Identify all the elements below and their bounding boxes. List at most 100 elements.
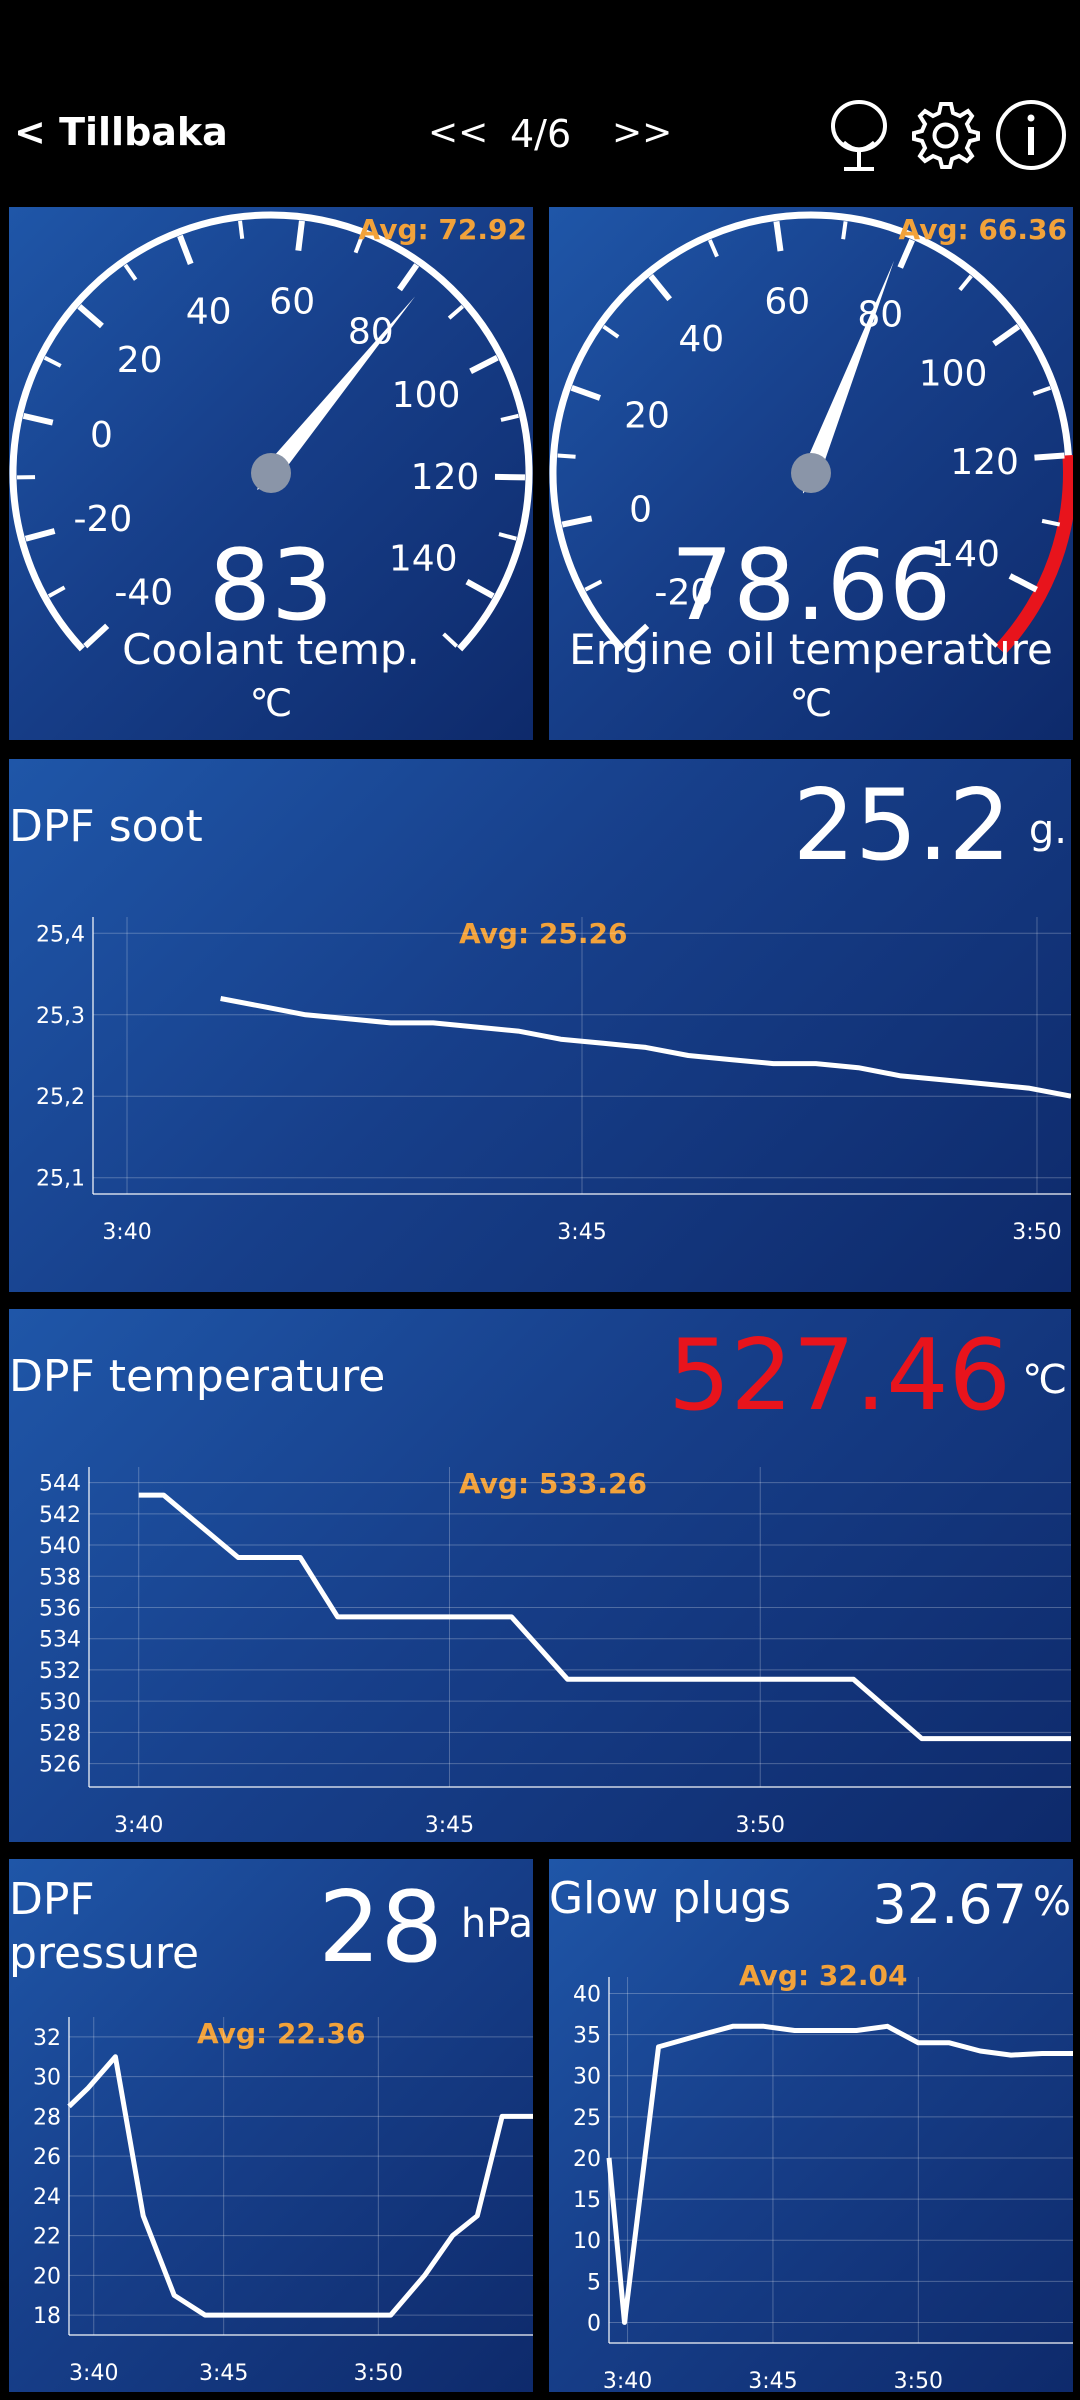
y-tick-label: 538 <box>39 1565 81 1590</box>
y-tick-label: 532 <box>39 1659 81 1684</box>
gauge-tick <box>992 324 1021 347</box>
gauge-tick <box>1032 385 1051 396</box>
gauge-tick-label: 20 <box>117 340 163 381</box>
gauge-tick <box>353 235 364 254</box>
y-tick-label: 26 <box>33 2145 61 2170</box>
gear-icon[interactable] <box>908 98 982 172</box>
gauge-tick <box>1034 452 1065 461</box>
y-tick-label: 40 <box>573 1982 601 2007</box>
gauge-tick-label: 120 <box>950 442 1019 483</box>
gauge-hub <box>791 453 831 493</box>
dpf-temp-chart: 526 528 530 532 534 536 538 540 542 544 3:40 3:45 3:… <box>39 1467 1071 1838</box>
gauge-redzone <box>995 454 1073 655</box>
prev-page-button[interactable]: << <box>428 112 489 153</box>
back-button[interactable]: < Tillbaka <box>14 110 228 154</box>
gauge-tick-label: 40 <box>186 292 232 333</box>
glow-plugs-chart: 0 5 10 15 20 25 30 35 40 3:40 3:45 3:50 <box>573 1977 1073 2392</box>
microphone-icon[interactable] <box>822 98 896 172</box>
gauge-tick <box>22 412 54 426</box>
oil-title: Engine oil temperature <box>569 625 1053 674</box>
y-tick-label: 526 <box>39 1753 81 1778</box>
gauge-needle <box>802 260 895 494</box>
next-page-button[interactable]: >> <box>612 112 673 153</box>
x-tick-label: 3:50 <box>1012 1220 1061 1245</box>
gauge-tick <box>295 220 305 252</box>
dpf-pressure-value: 28 <box>318 1871 443 1985</box>
gauge-tick-label: 40 <box>678 319 724 360</box>
y-tick-label: 30 <box>33 2066 61 2091</box>
y-tick-label: 10 <box>573 2229 601 2254</box>
gauge-tick <box>469 355 499 374</box>
gauge-tick <box>561 515 593 528</box>
series-line <box>138 1492 1071 1742</box>
gauge-tick-label: 0 <box>90 415 113 456</box>
gauge-tick <box>1041 518 1061 527</box>
dpf-pressure-panel: DPF pressure 28 hPa Avg: 22.36 18 20 22 24 2… <box>9 1859 533 2392</box>
gauge-tick-label: 120 <box>411 457 480 498</box>
x-tick-label: 3:50 <box>736 1813 785 1838</box>
gauge-tick <box>47 585 66 598</box>
gauge-tick <box>708 239 719 258</box>
coolant-unit: ℃ <box>249 681 293 725</box>
gauge-hub <box>251 453 291 493</box>
y-tick-label: 542 <box>39 1503 81 1528</box>
dpf-pressure-avg: Avg: 22.36 <box>197 2017 366 2050</box>
gauge-tick-label: 140 <box>931 534 1000 575</box>
y-tick-label: 534 <box>39 1628 81 1653</box>
x-tick-label: 3:45 <box>748 2369 797 2392</box>
gauge-tick <box>447 304 465 320</box>
dpf-temp-unit: ℃ <box>1022 1357 1067 1403</box>
gauge-tick <box>648 274 673 302</box>
gauge-needle <box>257 296 416 491</box>
y-tick-label: 18 <box>33 2304 61 2329</box>
gauge-tick-label: 60 <box>269 281 315 322</box>
y-tick-label: 25,4 <box>36 922 85 947</box>
dpf-pressure-chart: 18 20 22 24 26 28 30 32 3:40 3:45 3:50 <box>33 2017 533 2386</box>
dpf-soot-unit: g. <box>1028 807 1067 853</box>
y-tick-label: 30 <box>573 2065 601 2090</box>
gauge-tick <box>43 355 62 368</box>
x-tick-label: 3:40 <box>603 2369 652 2392</box>
dpf-temp-title: DPF temperature <box>9 1351 386 1402</box>
coolant-gauge-panel: -40 -20 0 20 40 60 80 100 120 140 Avg: 72.92 83 C… <box>9 207 533 740</box>
page-indicator: 4/6 <box>510 112 572 156</box>
gauge-tick-label: -20 <box>654 573 713 614</box>
gauge-tick <box>500 413 519 422</box>
oil-avg: Avg: 66.36 <box>898 213 1067 246</box>
y-tick-label: 0 <box>587 2311 601 2336</box>
oil-value: 78.66 <box>670 529 952 643</box>
gauge-tick-label: 20 <box>624 396 670 437</box>
glow-plugs-value: 32.67 <box>872 1873 1027 1936</box>
gauge-tick <box>557 453 576 459</box>
coolant-title: Coolant temp. <box>122 625 420 674</box>
gauge-tick <box>465 578 495 599</box>
glow-plugs-unit: % <box>1032 1879 1071 1925</box>
dpf-soot-value: 25.2 <box>792 769 1011 883</box>
gauge-tick-label: 0 <box>629 489 652 530</box>
dpf-temp-value: 527.46 <box>668 1319 1011 1433</box>
x-tick-label: 3:40 <box>114 1813 163 1838</box>
y-tick-label: 25 <box>573 2106 601 2131</box>
gauge-tick <box>498 532 517 541</box>
gauge-tick <box>897 238 915 269</box>
y-tick-label: 22 <box>33 2225 61 2250</box>
y-tick-label: 544 <box>39 1472 81 1497</box>
glow-plugs-avg: Avg: 32.04 <box>739 1959 908 1992</box>
glow-plugs-panel: Glow plugs 32.67 % Avg: 32.04 0 5 10 15 20 25… <box>549 1859 1073 2392</box>
oil-gauge-panel: -20 0 20 40 60 80 100 120 140 Avg: 66.36 78.66 E… <box>549 207 1073 740</box>
y-tick-label: 28 <box>33 2105 61 2130</box>
dpf-pressure-title: DPF pressure <box>9 1874 200 1979</box>
y-tick-label: 540 <box>39 1534 81 1559</box>
glow-plugs-title: Glow plugs <box>549 1873 792 1924</box>
top-bar: < Tillbaka << 4/6 >> <box>0 0 1080 205</box>
gauge-tick <box>982 632 999 648</box>
gauge-tick <box>494 473 526 481</box>
x-tick-label: 3:50 <box>354 2361 403 2386</box>
gauge-tick-label: 100 <box>919 354 988 395</box>
gauge-tick <box>623 623 650 649</box>
info-icon[interactable] <box>994 98 1068 172</box>
y-tick-label: 528 <box>39 1721 81 1746</box>
x-tick-label: 3:40 <box>69 2361 118 2386</box>
